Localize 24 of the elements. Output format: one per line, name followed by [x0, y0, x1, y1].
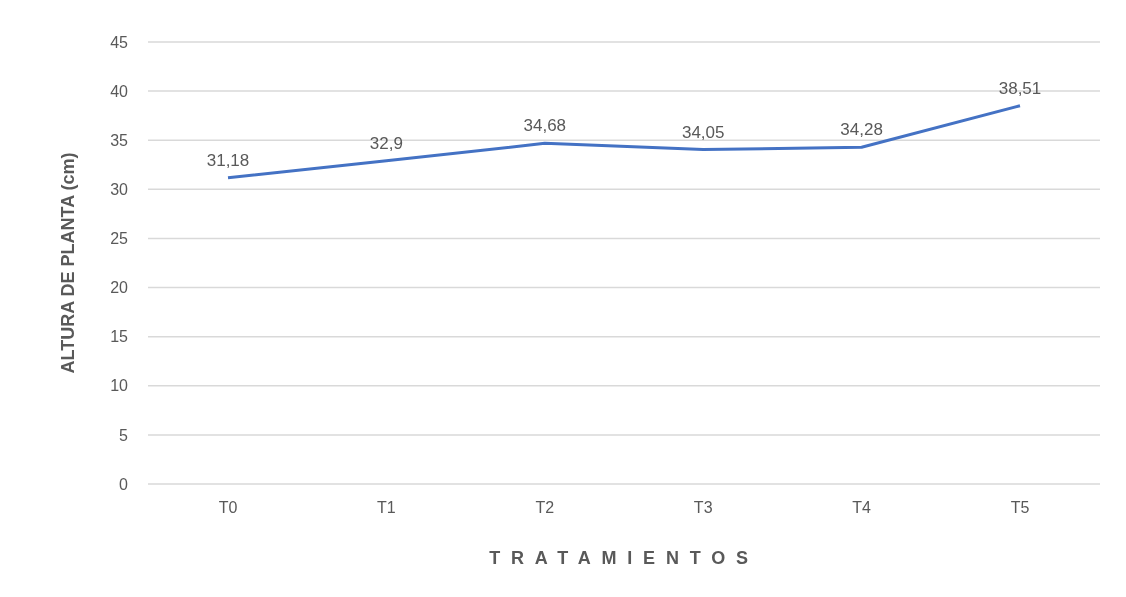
x-tick-label: T4	[852, 499, 872, 517]
data-label: 34,28	[840, 120, 883, 140]
y-tick-label: 25	[110, 230, 129, 248]
y-tick-label: 10	[110, 377, 129, 395]
y-tick-label: 40	[110, 82, 129, 100]
x-tick-label: T3	[693, 499, 713, 517]
y-tick-label: 15	[110, 328, 129, 346]
x-axis-title: TRATAMIENTOS	[489, 548, 759, 568]
x-tick-label: T5	[1010, 499, 1030, 517]
y-axis-title: ALTURA DE PLANTA (cm)	[58, 152, 79, 374]
data-label: 32,9	[369, 133, 403, 153]
data-label: 38,51	[998, 78, 1042, 98]
data-label: 34,05	[681, 122, 725, 142]
data-label: 31,18	[206, 150, 250, 170]
x-tick-label: T0	[218, 499, 238, 517]
y-tick-label: 35	[110, 131, 129, 149]
y-tick-label: 45	[110, 33, 129, 51]
y-tick-label: 30	[110, 181, 129, 199]
y-tick-label: 5	[119, 426, 129, 444]
x-tick-label: T1	[377, 499, 396, 517]
y-tick-label: 0	[119, 475, 129, 493]
x-tick-label: T2	[535, 499, 555, 517]
data-label: 34,68	[523, 116, 567, 136]
y-tick-label: 20	[110, 279, 129, 297]
